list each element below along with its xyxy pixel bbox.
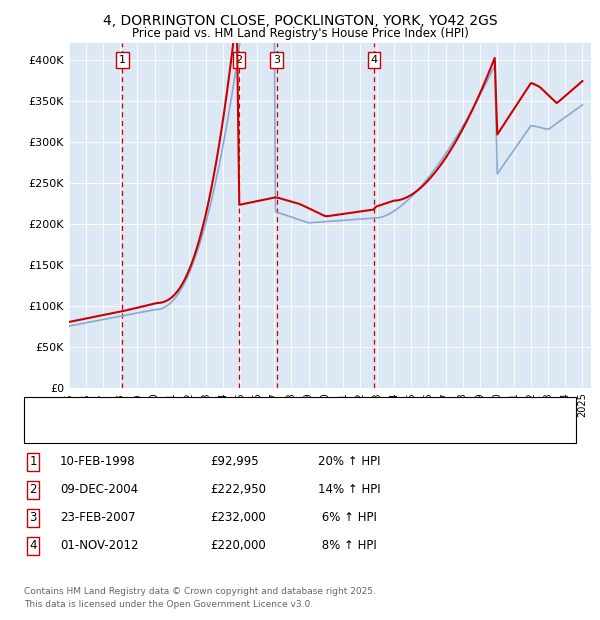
Text: £222,950: £222,950 [210, 484, 266, 496]
Text: This data is licensed under the Open Government Licence v3.0.: This data is licensed under the Open Gov… [24, 600, 313, 609]
Text: 1: 1 [29, 456, 37, 468]
Text: Contains HM Land Registry data © Crown copyright and database right 2025.: Contains HM Land Registry data © Crown c… [24, 587, 376, 596]
Text: 01-NOV-2012: 01-NOV-2012 [60, 539, 139, 552]
Text: £232,000: £232,000 [210, 512, 266, 524]
Text: £220,000: £220,000 [210, 539, 266, 552]
Text: 2: 2 [236, 55, 242, 64]
Text: 4, DORRINGTON CLOSE, POCKLINGTON, YORK, YO42 2GS (detached house): 4, DORRINGTON CLOSE, POCKLINGTON, YORK, … [84, 405, 475, 415]
Text: 2: 2 [29, 484, 37, 496]
Text: 3: 3 [29, 512, 37, 524]
Text: 20% ↑ HPI: 20% ↑ HPI [318, 456, 380, 468]
Text: 8% ↑ HPI: 8% ↑ HPI [318, 539, 377, 552]
Text: 3: 3 [273, 55, 280, 64]
Text: 4: 4 [29, 539, 37, 552]
Text: 09-DEC-2004: 09-DEC-2004 [60, 484, 138, 496]
Text: HPI: Average price, detached house, East Riding of Yorkshire: HPI: Average price, detached house, East… [84, 425, 400, 435]
Text: 23-FEB-2007: 23-FEB-2007 [60, 512, 136, 524]
Text: 1: 1 [119, 55, 126, 64]
Text: 10-FEB-1998: 10-FEB-1998 [60, 456, 136, 468]
Text: 4: 4 [371, 55, 378, 64]
Text: Price paid vs. HM Land Registry's House Price Index (HPI): Price paid vs. HM Land Registry's House … [131, 27, 469, 40]
Text: 14% ↑ HPI: 14% ↑ HPI [318, 484, 380, 496]
Text: 4, DORRINGTON CLOSE, POCKLINGTON, YORK, YO42 2GS: 4, DORRINGTON CLOSE, POCKLINGTON, YORK, … [103, 14, 497, 28]
Text: £92,995: £92,995 [210, 456, 259, 468]
Text: 6% ↑ HPI: 6% ↑ HPI [318, 512, 377, 524]
